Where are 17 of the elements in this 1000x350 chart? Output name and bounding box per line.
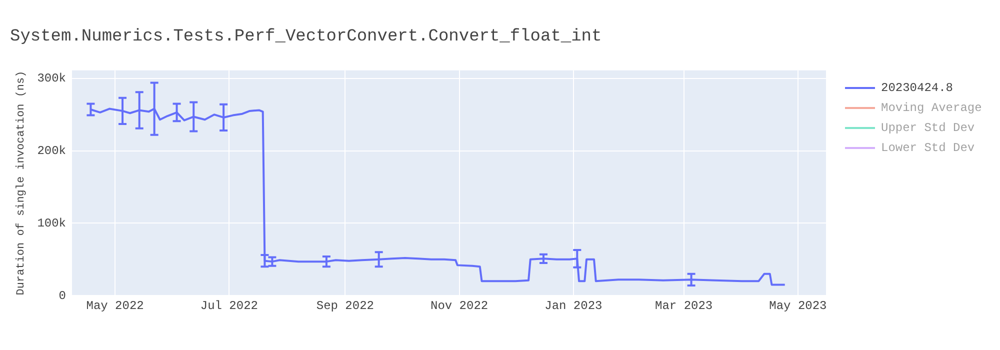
y-tick-label: 200k <box>37 144 66 158</box>
x-tick-label: May 2022 <box>86 298 144 313</box>
y-tick-label: 100k <box>37 216 66 230</box>
y-axis-title: Duration of single invocation (ns) <box>16 70 28 296</box>
x-tick-label: Sep 2022 <box>316 298 374 313</box>
legend-label: 20230424.8 <box>881 81 954 95</box>
y-tick-label: 300k <box>37 72 66 86</box>
legend-label: Lower Std Dev <box>881 141 975 155</box>
x-tick-label: Mar 2023 <box>655 298 713 313</box>
legend-label: Moving Average <box>881 101 982 115</box>
y-tick-label: 0 <box>58 288 66 303</box>
x-tick-label: Jan 2023 <box>544 298 602 313</box>
chart-title: System.Numerics.Tests.Perf_VectorConvert.Convert_float_int <box>10 28 602 47</box>
x-tick-label: Nov 2022 <box>430 298 488 313</box>
legend-label: Upper Std Dev <box>881 121 975 135</box>
x-tick-label: Jul 2022 <box>200 298 258 313</box>
x-tick-label: May 2023 <box>769 298 827 313</box>
